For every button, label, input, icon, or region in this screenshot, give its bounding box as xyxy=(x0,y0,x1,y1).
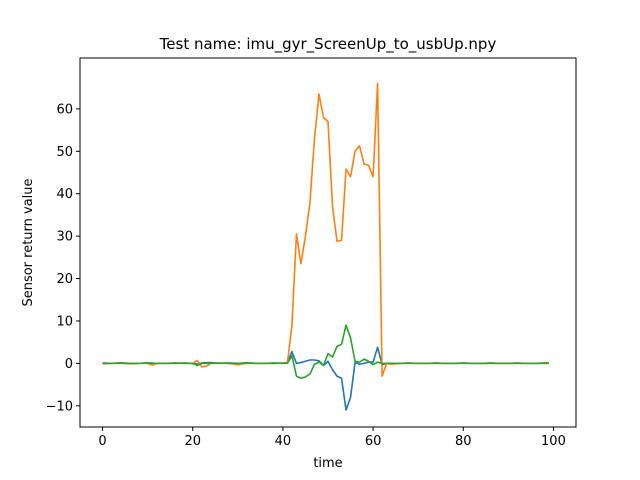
x-tick-label: 60 xyxy=(365,434,382,449)
x-tick-label: 40 xyxy=(275,434,292,449)
y-tick-label: 60 xyxy=(56,102,73,117)
x-tick-label: 20 xyxy=(184,434,201,449)
y-tick-label: 0 xyxy=(65,357,73,372)
y-tick-label: 30 xyxy=(56,230,73,245)
x-tick-label: 100 xyxy=(541,434,566,449)
y-tick-label: 50 xyxy=(56,145,73,160)
y-axis-label: Sensor return value xyxy=(21,178,36,306)
axes-frame xyxy=(79,57,577,428)
y-tick-label: 40 xyxy=(56,187,73,202)
y-tick-label: 10 xyxy=(56,314,73,329)
x-tick-label: 0 xyxy=(98,434,106,449)
x-axis-label: time xyxy=(313,456,342,471)
series-line-3 xyxy=(102,324,549,380)
plot-area-lines xyxy=(102,82,549,411)
y-tick-label: 20 xyxy=(56,272,73,287)
x-tick-label: 80 xyxy=(455,434,472,449)
y-axis-ticks: −10 0 10 20 30 40 50 60 xyxy=(46,102,80,414)
y-tick-label: −10 xyxy=(46,399,73,414)
chart-title: Test name: imu_gyr_ScreenUp_to_usbUp.npy xyxy=(159,35,497,54)
x-axis-ticks: 0 20 40 60 80 100 xyxy=(98,427,566,449)
